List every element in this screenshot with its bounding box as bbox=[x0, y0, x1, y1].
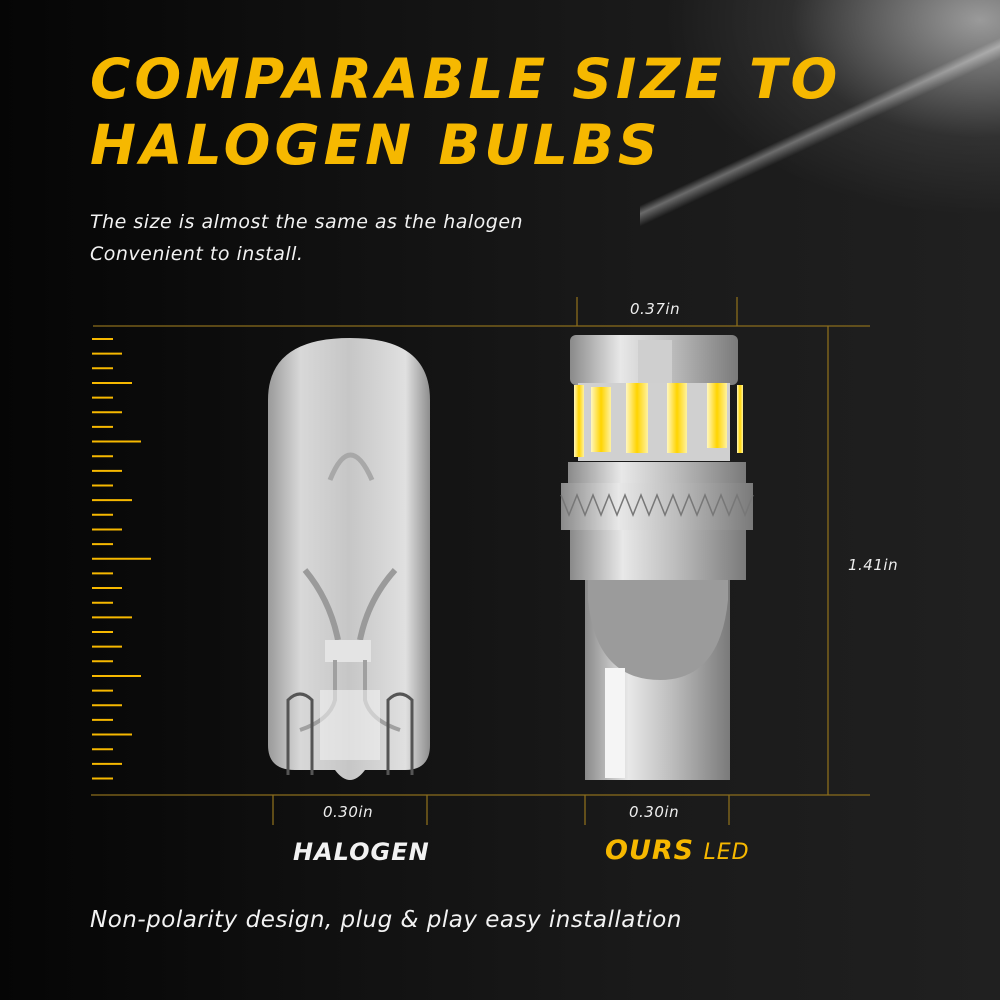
subtitle: The size is almost the same as the halog… bbox=[90, 206, 523, 270]
led-width-label: 0.30in bbox=[629, 803, 680, 821]
ours-led-label: OURS LED bbox=[605, 835, 750, 866]
halogen-label: HALOGEN bbox=[293, 838, 430, 866]
title-line-1: COMPARABLE SIZE TO bbox=[90, 47, 842, 111]
ruler-scale bbox=[92, 338, 151, 780]
subtitle-line-2: Convenient to install. bbox=[90, 243, 304, 265]
halogen-width-label: 0.30in bbox=[323, 803, 374, 821]
title-line-2: HALOGEN BULBS bbox=[90, 113, 662, 177]
subtitle-line-1: The size is almost the same as the halog… bbox=[90, 211, 524, 233]
led-top-width-label: 0.37in bbox=[630, 300, 681, 318]
halogen-bulb-image bbox=[268, 338, 430, 780]
height-label: 1.41in bbox=[848, 556, 899, 574]
page-title: COMPARABLE SIZE TO HALOGEN BULBS bbox=[90, 46, 841, 178]
led-bulb-image bbox=[560, 335, 754, 780]
light-flare bbox=[640, 0, 1000, 260]
led-text: LED bbox=[703, 840, 750, 865]
dimension-guides bbox=[91, 297, 870, 825]
ours-text: OURS bbox=[605, 835, 695, 866]
footer-text: Non-polarity design, plug & play easy in… bbox=[90, 907, 682, 933]
